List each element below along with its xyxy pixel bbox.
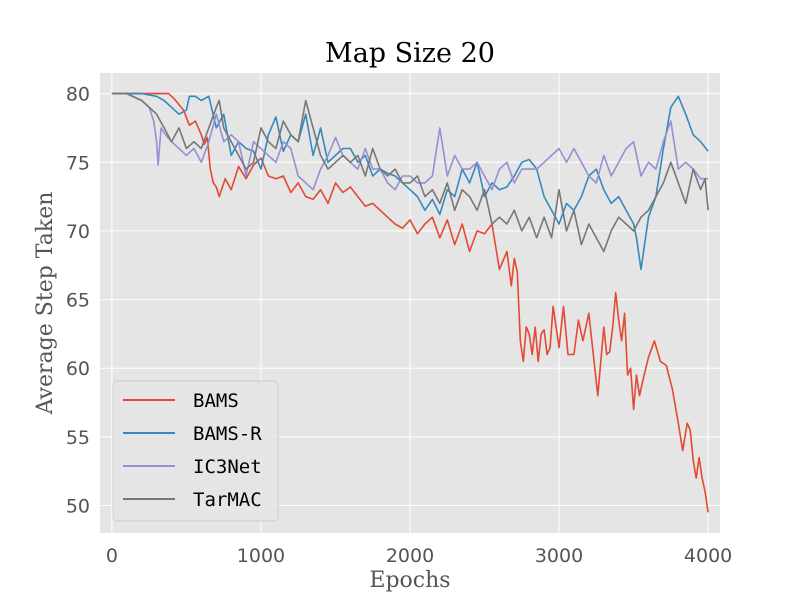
y-tick-label: 75 [66, 152, 90, 174]
y-tick-label: 80 [66, 84, 90, 106]
y-tick-label: 60 [66, 358, 90, 380]
y-axis-label: Average Step Taken [33, 192, 58, 416]
series-line-bams [111, 92, 709, 513]
y-tick-label: 50 [66, 496, 90, 518]
x-axis-label: Epochs [369, 568, 450, 593]
legend: BAMS BAMS-R IC3Net TarMAC [112, 380, 279, 522]
x-tick-label: 0 [106, 545, 118, 567]
x-tick-label: 1000 [237, 545, 285, 567]
legend-frame [112, 380, 279, 522]
gridlines [100, 73, 720, 533]
y-tick-label: 55 [66, 427, 90, 449]
y-tick-label: 70 [66, 221, 90, 243]
series-line-bams-r [111, 92, 709, 271]
legend-label-ic3net: IC3Net [193, 456, 262, 478]
x-tick-label: 3000 [535, 545, 583, 567]
series-line-tarmac [111, 92, 709, 253]
legend-label-tarmac: TarMAC [193, 489, 262, 511]
x-tick-label: 2000 [386, 545, 434, 567]
legend-label-bams-r: BAMS-R [193, 423, 262, 445]
chart-title: Map Size 20 [325, 38, 495, 69]
series-lines [111, 92, 709, 513]
x-tick-label: 4000 [684, 545, 732, 567]
y-tick-label: 65 [66, 290, 90, 312]
legend-label-bams: BAMS [193, 390, 239, 412]
series-line-ic3net [111, 92, 709, 191]
tick-labels: 0 1000 2000 3000 4000 50 55 60 65 70 75 80 [66, 84, 732, 567]
